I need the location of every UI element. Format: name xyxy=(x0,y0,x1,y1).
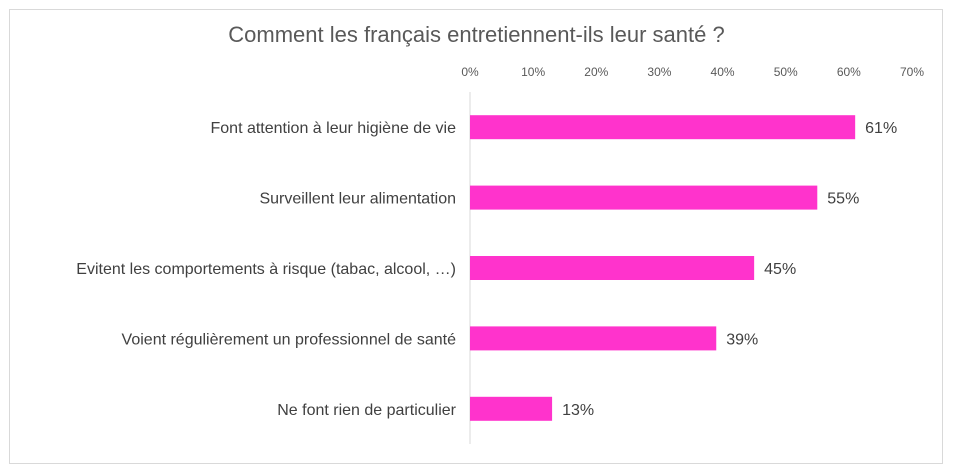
data-label: 55% xyxy=(827,191,859,208)
category-label: Evitent les comportements à risque (taba… xyxy=(76,261,456,278)
bar xyxy=(470,396,553,421)
category-label: Voient régulièrement un professionnel de… xyxy=(122,331,457,348)
chart-frame xyxy=(9,9,943,464)
x-tick-label: 40% xyxy=(711,65,735,79)
x-tick-label: 30% xyxy=(647,65,671,79)
value-labels: 61% 55% 45% 39% 13% xyxy=(562,120,897,419)
category-label: Font attention à leur higiène de vie xyxy=(211,120,457,137)
data-label: 13% xyxy=(562,402,594,419)
bar xyxy=(470,185,818,210)
category-label: Ne font rien de particulier xyxy=(277,402,456,419)
category-label: Surveillent leur alimentation xyxy=(259,191,456,208)
data-label: 39% xyxy=(726,331,758,348)
bar xyxy=(470,326,717,351)
chart-title: Comment les français entretiennent-ils l… xyxy=(228,22,725,47)
x-tick-label: 50% xyxy=(774,65,798,79)
data-label: 61% xyxy=(865,120,897,137)
x-tick-label: 70% xyxy=(900,65,924,79)
bar xyxy=(470,256,755,280)
x-tick-label: 10% xyxy=(521,65,545,79)
x-tick-label: 20% xyxy=(584,65,608,79)
data-label: 45% xyxy=(764,261,796,278)
x-tick-label: 0% xyxy=(461,65,479,79)
x-tick-label: 60% xyxy=(837,65,861,79)
bar xyxy=(470,115,856,140)
x-axis-ticks: 0% 10% 20% 30% 40% 50% 60% 70% xyxy=(461,65,924,79)
category-labels: Font attention à leur higiène de vie Surv… xyxy=(76,120,456,419)
bars xyxy=(470,115,856,421)
